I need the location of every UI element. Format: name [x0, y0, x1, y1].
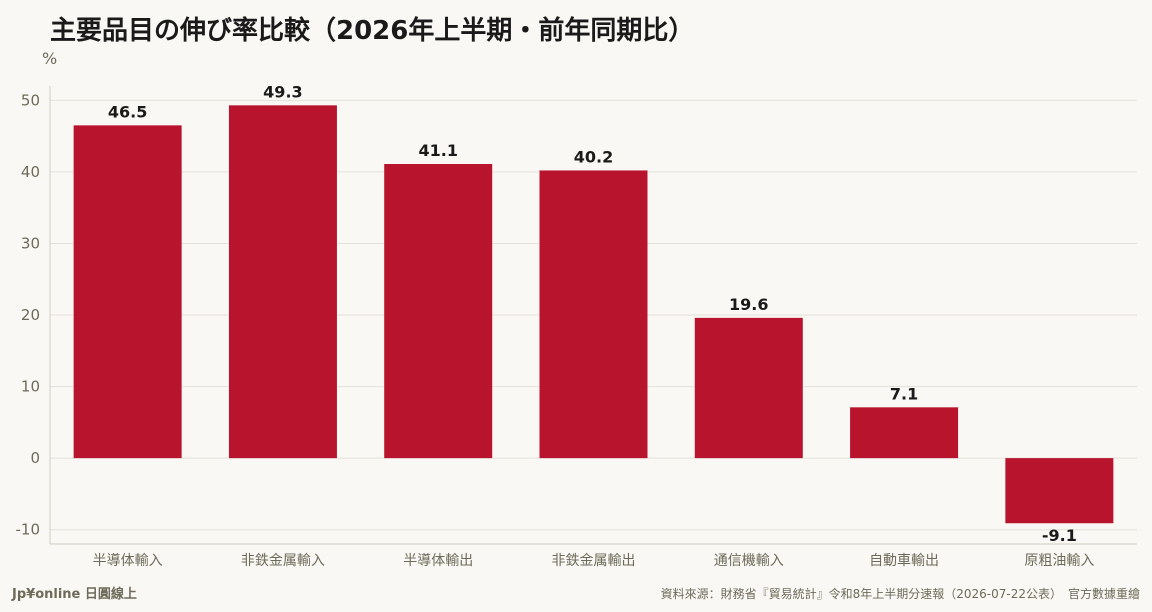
bar [228, 105, 337, 459]
bar [850, 407, 959, 459]
bar [73, 125, 182, 459]
bar [539, 170, 648, 459]
x-tick-label: 非鉄金属輸出 [552, 553, 636, 569]
brand-logo: Jp¥online 日圓線上 [12, 587, 137, 602]
chart-title: 主要品目の伸び率比較（2026年上半期・前年同期比） [50, 16, 695, 46]
y-tick-label: 50 [21, 91, 40, 109]
y-tick-label: -10 [16, 521, 41, 539]
y-tick-label: 0 [30, 449, 40, 467]
data-label: 7.1 [890, 384, 918, 403]
bar [1005, 458, 1114, 524]
bar [384, 164, 493, 459]
data-label: 19.6 [729, 295, 768, 314]
x-tick-label: 非鉄金属輸入 [241, 553, 325, 569]
y-tick-label: 10 [21, 378, 40, 396]
y-axis-label: % [42, 49, 57, 68]
y-tick-label: 30 [21, 234, 40, 252]
y-tick-label: 20 [21, 306, 40, 324]
y-tick-label: 40 [21, 163, 40, 181]
x-tick-label: 原粗油輸入 [1024, 553, 1094, 569]
source-note: 資料來源：財務省『貿易統計』令和8年上半期分速報（2026-07-22公表） 官… [660, 587, 1140, 601]
data-label: 49.3 [263, 82, 302, 101]
data-label: 46.5 [108, 102, 147, 121]
data-label: 40.2 [574, 147, 613, 166]
x-tick-label: 半導体輸出 [403, 553, 473, 569]
x-tick-label: 通信機輸入 [714, 553, 784, 569]
bar [694, 317, 803, 459]
data-label: -9.1 [1042, 526, 1077, 545]
x-tick-label: 自動車輸出 [869, 552, 939, 569]
x-tick-label: 半導体輸入 [93, 553, 163, 569]
data-label: 41.1 [418, 141, 457, 160]
